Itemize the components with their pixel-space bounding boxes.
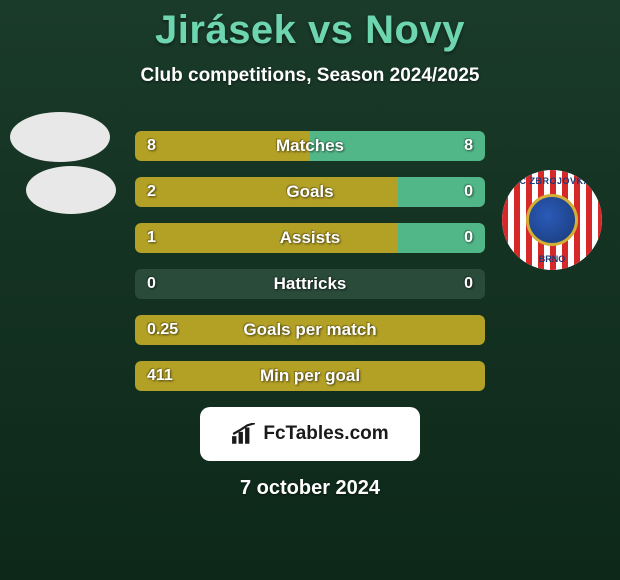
badge-text-bottom: BRNO <box>502 254 602 264</box>
chart-icon <box>231 423 257 445</box>
stat-label: Goals <box>135 177 485 207</box>
team-right-badge: FC ZBROJOVKA BRNO <box>502 170 602 270</box>
stat-row: 0Hattricks0 <box>135 269 485 299</box>
page-title: Jirásek vs Novy <box>0 0 620 53</box>
stat-row: 0.25Goals per match <box>135 315 485 345</box>
team-left-logo-2 <box>26 166 116 214</box>
stat-value-right: 0 <box>464 177 473 207</box>
stat-value-right: 8 <box>464 131 473 161</box>
stat-label: Hattricks <box>135 269 485 299</box>
stat-label: Matches <box>135 131 485 161</box>
stat-label: Min per goal <box>135 361 485 391</box>
stat-row: 411Min per goal <box>135 361 485 391</box>
badge-text-top: FC ZBROJOVKA <box>502 176 602 186</box>
stats-container: 8Matches82Goals01Assists00Hattricks00.25… <box>135 131 485 391</box>
badge-center-circle <box>526 194 578 246</box>
stat-row: 8Matches8 <box>135 131 485 161</box>
footer-logo[interactable]: FcTables.com <box>200 407 420 461</box>
subtitle: Club competitions, Season 2024/2025 <box>0 65 620 87</box>
date-line: 7 october 2024 <box>0 477 620 500</box>
stat-label: Assists <box>135 223 485 253</box>
stat-row: 1Assists0 <box>135 223 485 253</box>
team-left-logo-1 <box>10 112 110 162</box>
stat-label: Goals per match <box>135 315 485 345</box>
stat-value-right: 0 <box>464 269 473 299</box>
stat-value-right: 0 <box>464 223 473 253</box>
footer-logo-text: FcTables.com <box>263 423 388 445</box>
stat-row: 2Goals0 <box>135 177 485 207</box>
